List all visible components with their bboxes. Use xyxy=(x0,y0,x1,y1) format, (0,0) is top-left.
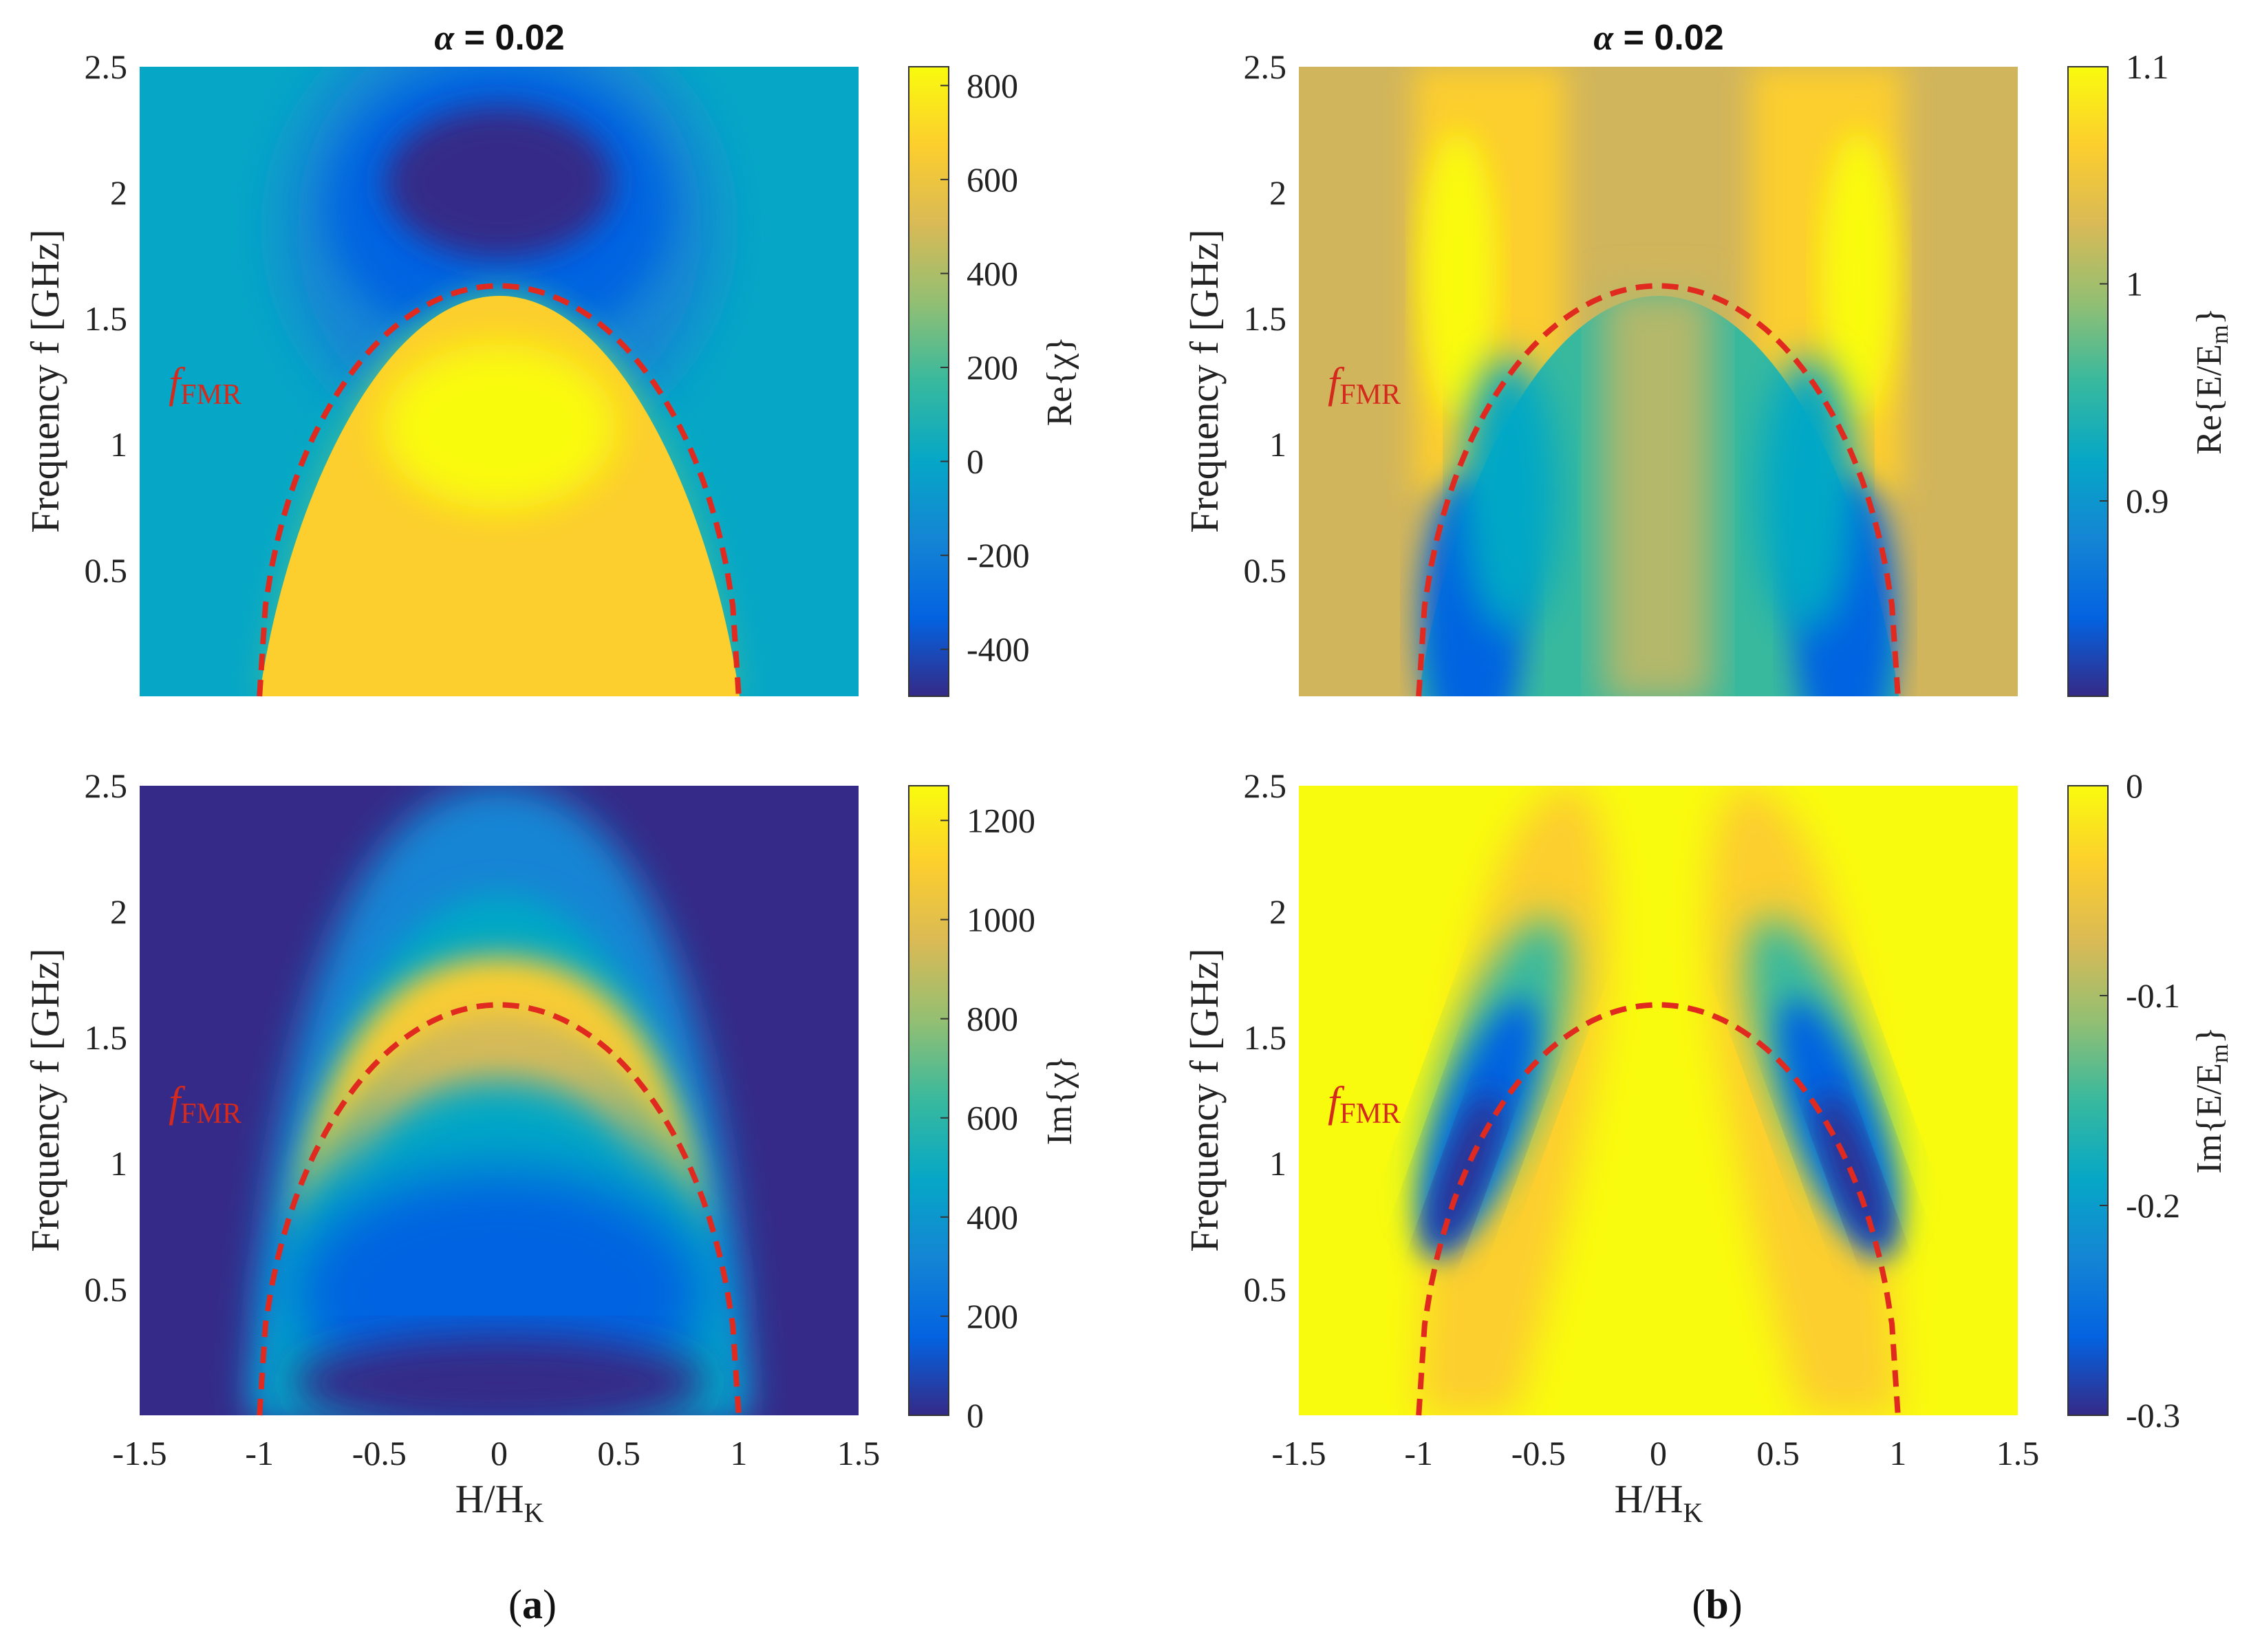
y-tick-label: 2 xyxy=(110,173,127,212)
colorbar-tick-label: 600 xyxy=(967,1099,1018,1137)
colorbar-im-em: -0.3 -0.2 -0.1 0 Im{E/Em} xyxy=(2067,766,2233,1435)
colorbar-tick-label: 200 xyxy=(967,348,1018,387)
colorbar-label-re-chi: Re{χ} xyxy=(1040,336,1079,427)
colorbar-ticks-im-chi: 0 200 400 600 800 1000 1200 xyxy=(940,801,1035,1435)
y-tick-label: 1 xyxy=(1269,1144,1286,1183)
heatmap-re-em: fFMR 0.5 1 1.5 2 2.5 α = 0.02 Frequency f [G… xyxy=(1182,18,2233,697)
y-axis-label-re-em: Frequency f [GHz] xyxy=(1182,229,1227,533)
y-tick-label: 1.5 xyxy=(85,1018,128,1057)
fmr-curve-re-chi xyxy=(257,283,742,697)
y-axis-label-im-em: Frequency f [GHz] xyxy=(1182,948,1227,1252)
x-tick-label: -0.5 xyxy=(1511,1434,1566,1472)
y-tick-label: 1 xyxy=(110,425,127,464)
chart-title-re-em: α = 0.02 xyxy=(1593,18,1723,58)
xticks-im-chi: -1.5 -1 -0.5 0 0.5 1 1.5 xyxy=(112,1434,880,1472)
fmr-label-im-em: fFMR xyxy=(1328,1079,1401,1130)
colorbar-tick-label: -0.3 xyxy=(2126,1396,2180,1435)
y-axis-label-im-chi: Frequency f [GHz] xyxy=(23,948,67,1252)
x-tick-label: 0.5 xyxy=(1756,1434,1800,1472)
heatmap-im-chi: fFMR 0.511.522.5 -1.5 -1 -0.5 0 0.5 1 1.5 Freq… xyxy=(23,766,1079,1528)
y-tick-label: 1.5 xyxy=(1244,299,1287,338)
panel-label-b: (b) xyxy=(1692,1582,1742,1627)
yticks-im-em: 0.5 1 1.5 2 2.5 xyxy=(1244,766,1287,1309)
fmr-curve-im-chi xyxy=(257,1002,742,1416)
x-tick-label: -1 xyxy=(1404,1434,1433,1472)
x-tick-label: 0 xyxy=(491,1434,508,1472)
colorbar-re-em: 0.9 1 1.1 Re{E/Em} xyxy=(2067,47,2233,697)
colorbar-tick-label: 400 xyxy=(967,1198,1018,1236)
colorbar-tick-label: 1 xyxy=(2126,265,2143,303)
x-axis-label-im-chi: H/HK xyxy=(455,1477,544,1528)
x-tick-label: 1.5 xyxy=(1996,1434,2040,1472)
x-tick-label: -1.5 xyxy=(1271,1434,1326,1472)
colorbar-tick-label: 800 xyxy=(967,66,1018,105)
x-tick-label: -1.5 xyxy=(112,1434,166,1472)
colorbar-label-im-chi: Im{χ} xyxy=(1040,1055,1079,1146)
colorbar-tick-label: -0.2 xyxy=(2126,1186,2180,1225)
colorbar-ticks-im-em: -0.3 -0.2 -0.1 0 xyxy=(2100,766,2180,1435)
x-tick-label: 1 xyxy=(1889,1434,1906,1472)
colorbar-tick-label: 1000 xyxy=(967,901,1035,939)
colorbar-tick-label: 800 xyxy=(967,1000,1018,1038)
colorbar-tick-label: -200 xyxy=(967,536,1030,575)
y-tick-label: 2 xyxy=(1269,173,1286,212)
y-tick-label: 1.5 xyxy=(1244,1018,1287,1057)
colorbar-tick-label: 0 xyxy=(967,1396,984,1435)
colorbar-tick-label: -400 xyxy=(967,630,1030,669)
y-tick-label: 1.5 xyxy=(85,299,128,338)
yticks-re-em: 0.5 1 1.5 2 2.5 xyxy=(1244,47,1287,590)
colorbar-re-chi: -400 -200 0 200 400 600 800 Re{χ} xyxy=(908,66,1079,697)
colorbar-im-chi: 0 200 400 600 800 1000 1200 Im{χ} xyxy=(908,785,1079,1435)
x-tick-label: -0.5 xyxy=(352,1434,407,1472)
y-tick-label: 2 xyxy=(1269,892,1286,931)
panel-label-a: (a) xyxy=(508,1582,557,1627)
heatmap-re-em-field xyxy=(1299,67,2018,696)
fmr-curve-re-em xyxy=(1416,283,1901,697)
heatmap-im-chi-field xyxy=(140,786,859,1415)
chart-title-re-chi: α = 0.02 xyxy=(434,18,564,58)
colorbar-label-re-em: Re{E/Em} xyxy=(2190,308,2233,455)
colorbar-label-im-em: Im{E/Em} xyxy=(2190,1027,2233,1174)
fmr-label-re-em: fFMR xyxy=(1328,360,1401,411)
y-tick-label: 0.5 xyxy=(85,551,128,590)
x-tick-label: 0 xyxy=(1650,1434,1667,1472)
fmr-label-re-chi: fFMR xyxy=(169,360,241,411)
x-tick-label: -1 xyxy=(245,1434,274,1472)
colorbar-ticks-re-em: 0.9 1 1.1 xyxy=(2100,47,2169,520)
heatmap-re-chi-field xyxy=(140,67,859,696)
y-tick-label: 2.5 xyxy=(85,47,128,86)
x-tick-label: 1.5 xyxy=(837,1434,881,1472)
x-axis-label-im-em: H/HK xyxy=(1615,1477,1703,1528)
y-tick-label: 2.5 xyxy=(1244,766,1287,805)
colorbar-tick-label: 0 xyxy=(2126,766,2143,805)
x-tick-label: 1 xyxy=(730,1434,747,1472)
fmr-curve-im-em xyxy=(1416,1002,1901,1416)
xticks-im-em: -1.5 -1 -0.5 0 0.5 1 1.5 xyxy=(1271,1434,2039,1472)
colorbar-tick-label: 600 xyxy=(967,160,1018,199)
colorbar-tick-label: 1200 xyxy=(967,801,1035,839)
colorbar-tick-label: -0.1 xyxy=(2126,976,2180,1015)
y-tick-label: 0.5 xyxy=(85,1270,128,1309)
y-tick-label: 2.5 xyxy=(85,766,128,805)
colorbar-tick-label: 0.9 xyxy=(2126,482,2169,520)
heatmap-re-chi: fFMR 0.5 1 1.5 2 2.5 α = 0.02 Frequency f [G… xyxy=(23,18,1079,697)
heatmap-im-em: fFMR 0.5 1 1.5 2 2.5 -1.5 -1 -0.5 0 0.5 1 1.5 Freq… xyxy=(1182,766,2233,1528)
y-tick-label: 0.5 xyxy=(1244,551,1287,590)
x-tick-label: 0.5 xyxy=(597,1434,640,1472)
y-tick-label: 2.5 xyxy=(1244,47,1287,86)
colorbar-tick-label: 0 xyxy=(967,442,984,481)
colorbar-tick-label: 200 xyxy=(967,1297,1018,1335)
y-tick-label: 1 xyxy=(110,1144,127,1183)
y-axis-label-re-chi: Frequency f [GHz] xyxy=(23,229,67,533)
yticks-re-chi: 0.5 1 1.5 2 2.5 xyxy=(85,47,128,590)
colorbar-ticks-re-chi: -400 -200 0 200 400 600 800 xyxy=(940,66,1030,669)
heatmap-im-em-field xyxy=(1299,786,2018,1415)
y-tick-label: 0.5 xyxy=(1244,1270,1287,1309)
colorbar-tick-label: 400 xyxy=(967,254,1018,292)
yticks-im-chi: 0.5 1 1.5 2 2.5 xyxy=(85,766,128,1309)
y-tick-label: 1 xyxy=(1269,425,1286,464)
colorbar-tick-label: 1.1 xyxy=(2126,47,2169,86)
y-tick-label: 2 xyxy=(110,892,127,931)
